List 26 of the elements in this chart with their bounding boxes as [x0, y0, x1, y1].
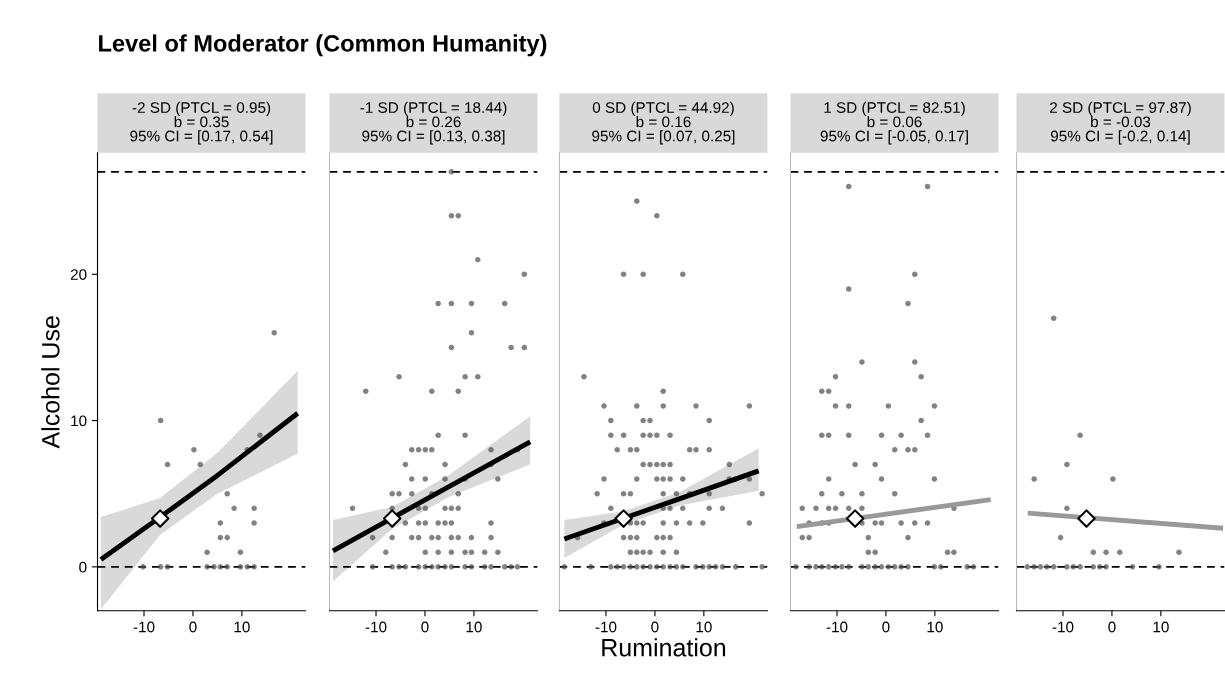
y-axis-title: Alcohol Use: [41, 316, 60, 449]
y-tick-label: 10: [71, 415, 87, 427]
text: Level of Moderator (Common Humanity): [99, 34, 547, 57]
x-tick-label: -10: [595, 621, 617, 633]
x-tick-label: 0: [882, 621, 890, 633]
x-tick-label: 0: [421, 621, 429, 633]
x-tick-label: -10: [365, 621, 387, 633]
x-tick-label: 10: [927, 621, 943, 633]
y-tick-label: 20: [70, 269, 87, 280]
x-tick-label: -10: [826, 621, 848, 633]
y-tick-label: 0: [79, 561, 87, 573]
x-tick-label: -10: [1052, 621, 1074, 633]
x-tick-label: 10: [1153, 621, 1169, 633]
chart-title: 1 SD (PTCL = 82.51) b = 0.06 95% CI = [-0.05, 0.17]: [820, 101, 968, 145]
chart-title: 2 SD (PTCL = 97.87) b = -0.03 95% CI = [-0.2, 0.14]: [1050, 101, 1191, 145]
x-tick-label: 0: [189, 621, 197, 633]
x-tick-label: 10: [466, 621, 482, 633]
x-axis-title: Rumination: [602, 638, 726, 657]
x-tick-label: 10: [696, 621, 712, 633]
chart-title: -1 SD (PTCL = 18.44) b = 0.26 95% CI = [0.13, 0.38]: [360, 101, 507, 145]
chart-title: -2 SD (PTCL = 0.95) b = 0.35 95% CI = [0.17, 0.54]: [130, 101, 273, 145]
x-tick-label: -10: [133, 621, 155, 633]
x-tick-label: 0: [1108, 621, 1116, 633]
x-tick-label: 0: [651, 621, 659, 633]
x-tick-label: 10: [234, 621, 250, 633]
chart-title: 0 SD (PTCL = 44.92) b = 0.16 95% CI = [0.07, 0.25]: [592, 101, 735, 145]
